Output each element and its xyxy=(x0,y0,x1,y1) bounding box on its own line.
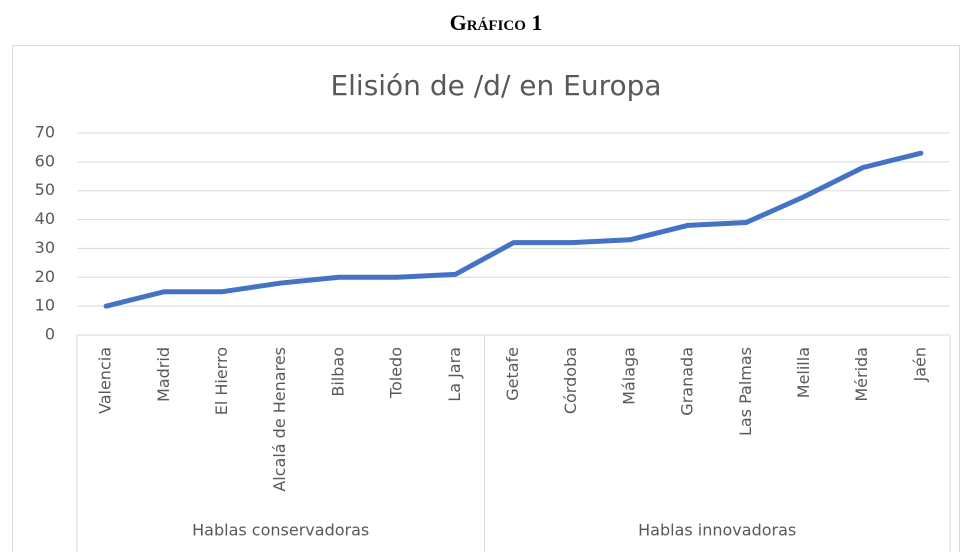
x-tick-label: Las Palmas xyxy=(736,347,755,436)
x-tick-label: El Hierro xyxy=(212,347,231,415)
y-tick-label: 60 xyxy=(35,151,55,170)
x-tick-label: Getafe xyxy=(503,347,522,401)
y-tick-label: 30 xyxy=(35,238,55,257)
x-tick-label: Toledo xyxy=(387,347,406,399)
data-line xyxy=(103,150,924,309)
y-tick-label: 50 xyxy=(35,180,55,199)
x-tick-label: Córdoba xyxy=(561,347,580,414)
x-tick-label: Alcalá de Henares xyxy=(270,347,289,492)
x-tick-label: Málaga xyxy=(619,347,638,405)
x-tick-label: Jaén xyxy=(910,347,929,383)
x-tick-label: Mérida xyxy=(852,347,871,402)
group-label: Hablas conservadoras xyxy=(192,521,369,540)
x-tick-label: La Jara xyxy=(445,347,464,402)
y-tick-label: 0 xyxy=(45,325,55,344)
x-tick-label: Melilla xyxy=(794,347,813,398)
chart-frame xyxy=(12,45,960,552)
x-tick-label: Granada xyxy=(678,347,697,416)
y-tick-label: 10 xyxy=(35,296,55,315)
x-tick-label: Bilbao xyxy=(328,347,347,397)
y-tick-label: 40 xyxy=(35,209,55,228)
x-tick-label: Valencia xyxy=(96,347,115,414)
chart-title: Elisión de /d/ en Europa xyxy=(330,69,661,102)
y-tick-label: 70 xyxy=(35,123,55,142)
x-tick-label: Madrid xyxy=(154,347,173,402)
page-header: Gráfico 1 xyxy=(450,10,543,35)
group-label: Hablas innovadoras xyxy=(638,521,796,540)
y-tick-label: 20 xyxy=(35,267,55,286)
